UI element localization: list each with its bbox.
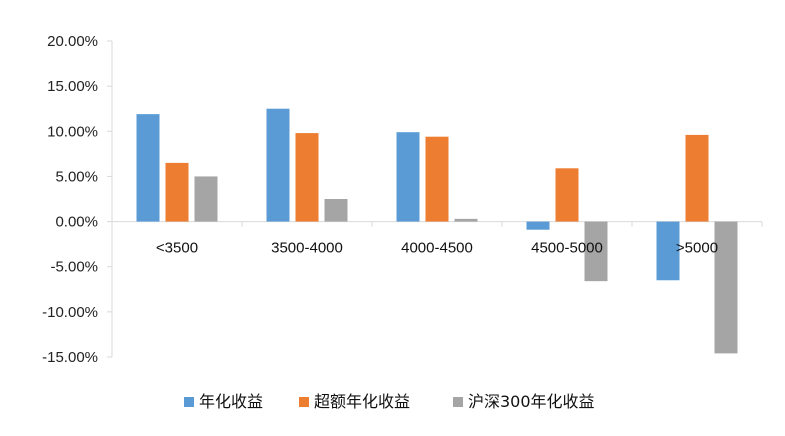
y-tick-label: -10.00% — [42, 304, 98, 321]
legend-label: 超额年化收益 — [314, 392, 410, 411]
y-tick-label: 20.00% — [47, 33, 98, 50]
bar-series-2-cat-2 — [295, 133, 319, 222]
y-tick-label: 0.00% — [55, 214, 98, 231]
y-tick-label: 15.00% — [47, 78, 98, 95]
axes — [107, 40, 763, 358]
x-category-label: >5000 — [676, 240, 718, 257]
bar-series-3-cat-5 — [714, 221, 738, 354]
bar-series-3-cat-4 — [584, 221, 608, 282]
bar-series-1-cat-2 — [266, 108, 290, 222]
legend-label: 年化收益 — [199, 392, 263, 411]
bar-series-2-cat-3 — [425, 136, 449, 222]
bar-series-1-cat-4 — [526, 221, 550, 230]
y-tick-label: 10.00% — [47, 123, 98, 140]
x-category-label: 4000-4500 — [401, 240, 473, 257]
y-tick-label: -5.00% — [50, 259, 98, 276]
legend-label: 沪深300年化收益 — [468, 392, 595, 411]
x-category-label: 4500-5000 — [531, 240, 603, 257]
y-tick-label: -15.00% — [42, 349, 98, 366]
bar-series-2-cat-5 — [685, 134, 709, 222]
x-category-label: <3500 — [156, 240, 198, 257]
legend: 年化收益 超额年化收益 沪深300年化收益 — [184, 392, 595, 411]
bar-series-1-cat-1 — [136, 114, 160, 222]
labels: 20.00% 15.00% 10.00% 5.00% 0.00% -5.00% -10.00… — [42, 33, 718, 366]
y-tick-label: 5.00% — [55, 168, 98, 185]
bar-series-2-cat-4 — [555, 168, 579, 222]
bar-series-2-cat-1 — [165, 162, 189, 222]
legend-swatch — [184, 397, 194, 407]
bar-series-1-cat-3 — [396, 132, 420, 222]
legend-swatch — [299, 397, 309, 407]
bar-series-3-cat-3 — [454, 218, 478, 222]
bar-series-3-cat-2 — [324, 199, 348, 222]
bar-series-3-cat-1 — [194, 176, 218, 222]
x-category-label: 3500-4000 — [271, 240, 343, 257]
legend-swatch — [453, 397, 463, 407]
bars — [136, 108, 738, 354]
bar-series-1-cat-5 — [656, 221, 680, 281]
